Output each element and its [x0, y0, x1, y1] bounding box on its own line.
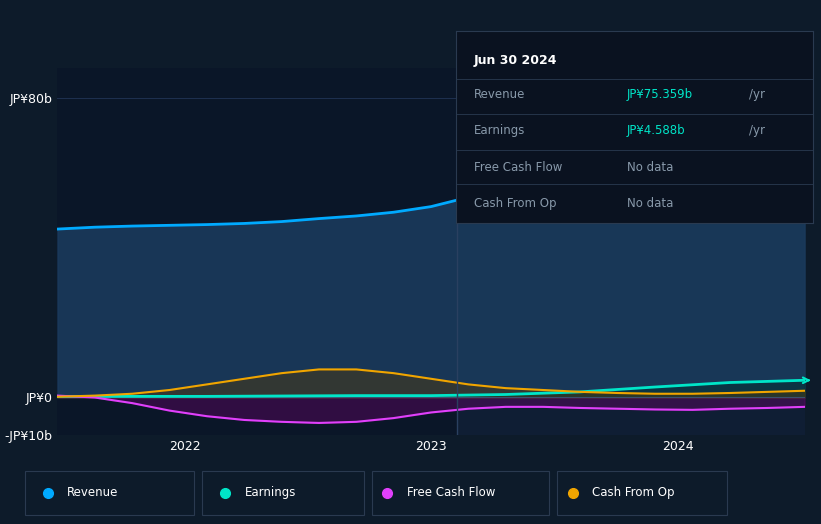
- Text: /yr: /yr: [749, 124, 764, 137]
- Text: Free Cash Flow: Free Cash Flow: [406, 486, 495, 499]
- Bar: [457, 68, 805, 435]
- Text: Earnings: Earnings: [245, 486, 296, 499]
- Text: No data: No data: [627, 197, 673, 210]
- Text: Revenue: Revenue: [474, 88, 525, 101]
- Text: /yr: /yr: [749, 88, 764, 101]
- Text: JP¥75.359b: JP¥75.359b: [627, 88, 693, 101]
- Text: Cash From Op: Cash From Op: [592, 486, 674, 499]
- Text: JP¥4.588b: JP¥4.588b: [627, 124, 686, 137]
- Text: Revenue: Revenue: [67, 486, 118, 499]
- Bar: [202, 471, 365, 515]
- Bar: [25, 471, 195, 515]
- Text: Cash From Op: Cash From Op: [474, 197, 556, 210]
- Text: Earnings: Earnings: [474, 124, 525, 137]
- Bar: [57, 68, 457, 435]
- Bar: [372, 471, 549, 515]
- Text: Free Cash Flow: Free Cash Flow: [474, 161, 562, 174]
- Text: Past: Past: [777, 75, 800, 85]
- Text: Jun 30 2024: Jun 30 2024: [474, 54, 557, 68]
- Text: No data: No data: [627, 161, 673, 174]
- Bar: [557, 471, 727, 515]
